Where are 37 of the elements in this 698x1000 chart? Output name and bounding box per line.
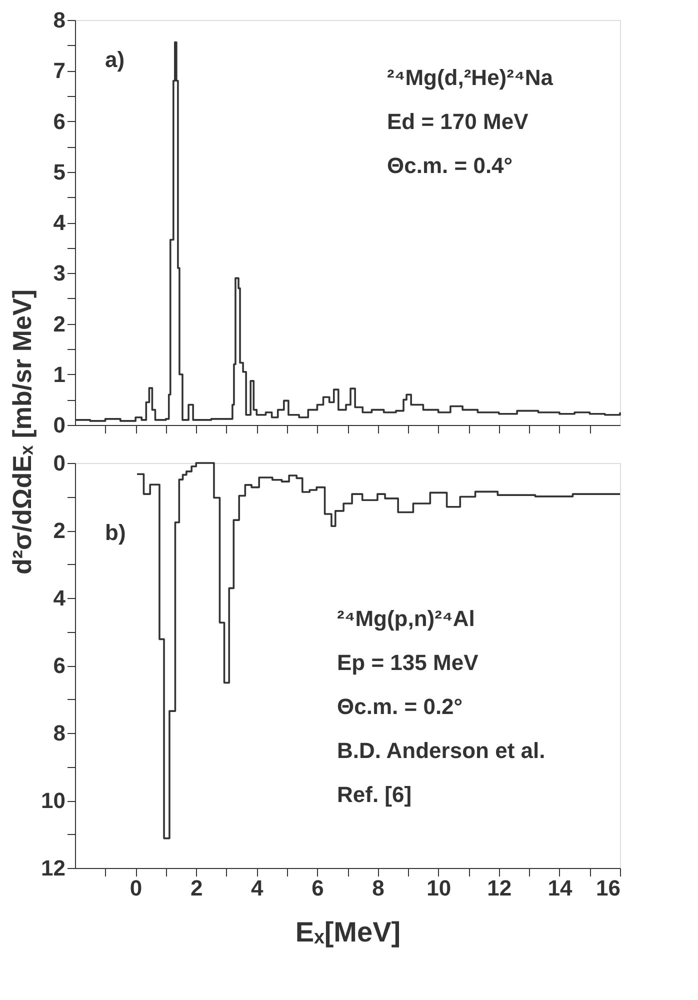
x-tick-label: 16	[596, 876, 620, 900]
y-tick-label: 1	[53, 362, 66, 387]
y-tick-label: 6	[53, 653, 66, 678]
x-tick-label: 8	[372, 876, 384, 900]
annotation: Θc.m. = 0.4°	[387, 153, 513, 178]
y-tick-label: 8	[53, 720, 66, 746]
y-tick-label: 5	[53, 159, 66, 184]
annotation: Ep = 135 MeV	[337, 650, 479, 675]
x-tick-label: 4	[251, 876, 264, 900]
annotation: Ed = 170 MeV	[387, 109, 529, 134]
x-tick-label: 10	[426, 876, 452, 900]
x-tick-label: 2	[190, 876, 203, 900]
y-tick-label: 2	[53, 311, 66, 336]
annotation: a)	[105, 47, 125, 72]
x-tick-label: 0	[130, 876, 142, 900]
y-tick-label: 4	[53, 210, 66, 235]
x-tick-label: 12	[487, 876, 512, 900]
y-tick-label: 0	[53, 412, 66, 438]
y-tick-label: 10	[41, 788, 66, 813]
y-tick-label: 12	[41, 856, 66, 880]
annotation: B.D. Anderson et al.	[337, 738, 546, 763]
y-tick-label: 3	[53, 260, 66, 286]
y-tick-label: 2	[53, 518, 66, 543]
x-tick-label: 14	[548, 876, 573, 900]
annotation: Θc.m. = 0.2°	[337, 694, 463, 719]
x-axis-title: Eₓ[MeV]	[295, 916, 401, 948]
y-tick-label: 8	[53, 8, 66, 32]
annotation: ²⁴Mg(d,²He)²⁴Na	[387, 65, 554, 90]
y-tick-label: 0	[53, 450, 66, 476]
annotation: ²⁴Mg(p,n)²⁴Al	[337, 606, 475, 631]
y-tick-label: 4	[53, 586, 66, 610]
annotation: b)	[105, 520, 126, 545]
x-tick-label: 6	[312, 876, 324, 900]
annotation: Ref. [6]	[337, 782, 412, 807]
y-axis-title: d²σ/dΩdEₓ [mb/sr MeV]	[7, 289, 37, 575]
y-tick-label: 6	[53, 108, 66, 134]
y-tick-label: 7	[53, 58, 66, 84]
